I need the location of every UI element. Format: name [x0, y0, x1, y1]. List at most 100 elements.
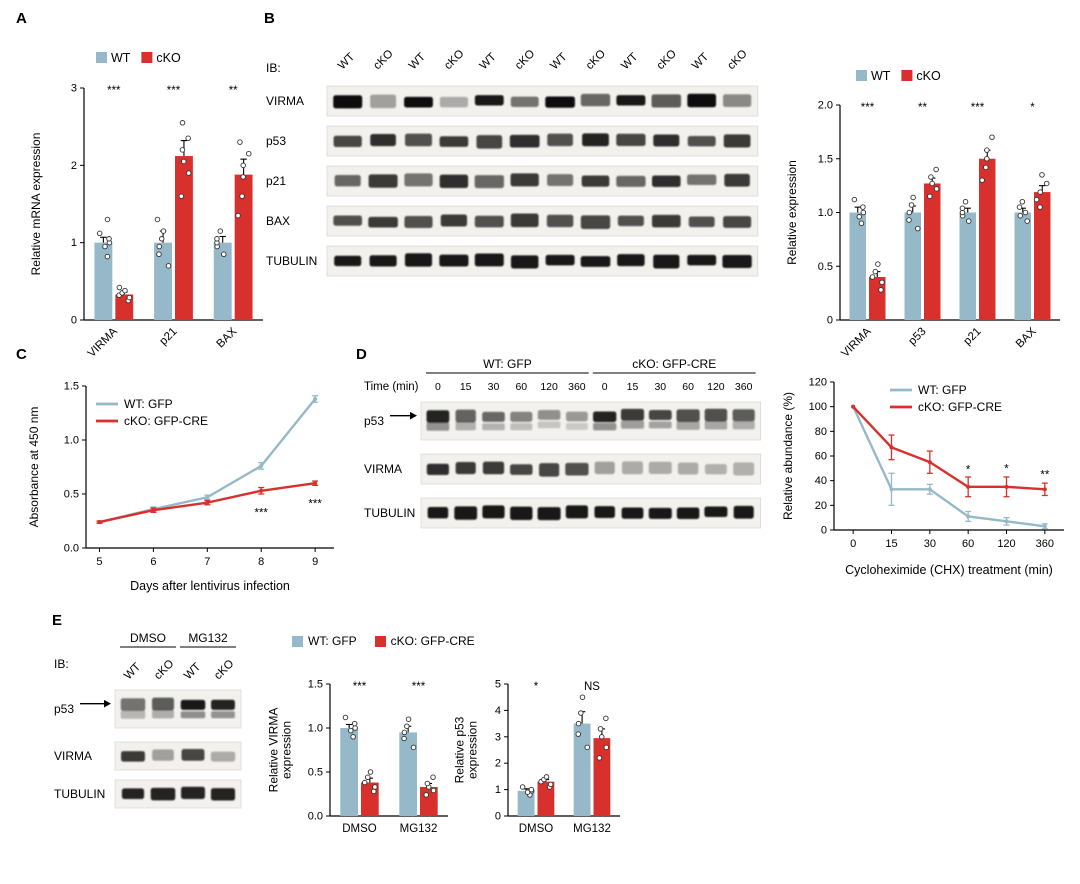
y-tick-label: 0 — [827, 315, 833, 327]
band — [676, 409, 700, 422]
series-line-WT: GFP — [852, 406, 1045, 528]
bar-WT-p53 — [904, 212, 921, 320]
bar-WT-BAX — [1014, 212, 1031, 320]
panel-b-western-blot: IB: WT cKO WT cKO WT cKO WT cKO WT cKO WT cKO VIRMA p5… — [266, 48, 759, 277]
band — [545, 254, 575, 266]
data-point — [410, 744, 417, 751]
x-category-label: p53 — [907, 326, 929, 348]
band-secondary — [704, 420, 728, 430]
band — [593, 411, 617, 423]
band-secondary — [426, 421, 450, 431]
band — [404, 133, 433, 147]
legend-swatch — [856, 70, 867, 81]
x-tick-label: 8 — [258, 556, 264, 568]
x-tick-label: 60 — [962, 538, 974, 550]
band — [617, 215, 644, 227]
lane-label: cKO — [725, 48, 749, 72]
data-point — [851, 196, 858, 203]
data-point — [156, 243, 163, 250]
y-tick-label: 60 — [815, 451, 827, 463]
data-point — [102, 243, 108, 250]
data-point — [185, 170, 192, 176]
time-value: 15 — [627, 381, 639, 393]
data-point — [858, 220, 865, 226]
band — [210, 788, 236, 801]
band — [152, 697, 174, 711]
time-value: 30 — [488, 381, 500, 393]
data-point — [104, 216, 111, 223]
bar-cKO: GFP-CRE-DMSO — [537, 781, 555, 816]
data-point — [405, 716, 412, 722]
band — [369, 255, 397, 267]
time-value: 30 — [654, 381, 666, 393]
band — [455, 409, 476, 423]
y-tick-label: 3 — [71, 83, 77, 95]
bar-WT: GFP-MG132 — [573, 723, 591, 816]
band — [333, 95, 363, 109]
band — [426, 463, 449, 476]
blot-strip-p21 — [326, 165, 759, 197]
data-point — [165, 263, 172, 269]
band — [617, 254, 645, 267]
legend-item: WT: GFP — [292, 634, 357, 648]
x-tick-label: 9 — [312, 556, 318, 568]
band-arrow-icon — [410, 411, 417, 420]
lane-label: cKO — [152, 658, 176, 682]
x-category-label: MG132 — [573, 823, 611, 835]
band — [439, 136, 469, 147]
band — [510, 411, 533, 422]
panel-e-legend: WT: GFP cKO: GFP-CRE — [292, 634, 475, 648]
data-point — [965, 218, 972, 224]
band — [733, 505, 754, 519]
band — [476, 135, 503, 149]
data-point — [879, 279, 885, 286]
band — [733, 462, 755, 476]
band — [580, 93, 611, 107]
data-point — [915, 225, 921, 232]
series-marker — [259, 463, 264, 469]
time-row-label: Time (min) — [364, 381, 419, 393]
y-tick-label: 5 — [495, 679, 501, 691]
data-point — [361, 779, 368, 786]
lane-label: WT — [478, 51, 499, 72]
band — [427, 507, 449, 519]
y-tick-label: 3 — [495, 731, 501, 743]
x-category-label: DMSO — [342, 823, 377, 835]
data-point — [351, 720, 358, 727]
band-secondary — [510, 423, 533, 431]
data-point — [404, 723, 410, 729]
significance-marker: *** — [167, 85, 181, 97]
data-point — [860, 204, 866, 210]
band — [180, 699, 206, 710]
data-point — [237, 139, 243, 145]
x-category-label: p21 — [962, 326, 984, 348]
significance-marker: *** — [107, 85, 121, 97]
x-category-label: BAX — [1014, 325, 1039, 350]
band — [482, 461, 505, 475]
blot-row-label: TUBULIN — [364, 506, 415, 520]
band — [546, 214, 574, 228]
band — [537, 507, 561, 521]
series-marker — [313, 396, 318, 402]
band-secondary — [676, 421, 700, 430]
series-marker — [205, 500, 210, 505]
data-point — [122, 287, 128, 294]
band — [368, 174, 398, 188]
x-tick-label: 7 — [204, 556, 210, 568]
band — [722, 94, 752, 107]
panel-a-bar-chart: 0 1 2 3 Relative mRNA expression VIRMA p21 BAX *… — [29, 51, 263, 360]
legend-label: cKO: GFP-CRE — [918, 400, 1002, 414]
x-category-label: MG132 — [400, 823, 438, 835]
x-axis-label: Cycloheximide (CHX) treatment (min) — [845, 563, 1053, 577]
band — [455, 461, 476, 475]
band — [581, 175, 610, 187]
band-secondary — [211, 711, 235, 719]
series-marker — [966, 484, 971, 489]
y-tick-label: 0 — [71, 315, 77, 327]
data-point — [430, 774, 436, 781]
band — [181, 749, 205, 761]
lane-label: WT — [619, 51, 640, 72]
panel-e-p53-bar-chart: 0 1 2 3 4 5 Relative p53expression DMSO MG132 * NS — [453, 679, 620, 835]
data-point — [1033, 196, 1040, 203]
ib-label: IB: — [54, 657, 69, 671]
